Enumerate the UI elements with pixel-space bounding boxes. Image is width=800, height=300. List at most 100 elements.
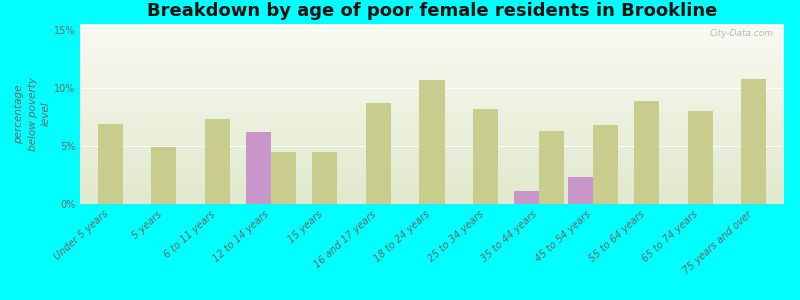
Bar [80, 74, 784, 76]
Bar [80, 82, 784, 83]
Bar [151, 147, 176, 204]
Bar [80, 28, 784, 29]
Bar [80, 186, 784, 188]
Bar [80, 100, 784, 101]
Bar [539, 131, 564, 204]
Bar [80, 58, 784, 60]
Bar [80, 143, 784, 145]
Bar [80, 202, 784, 204]
Bar [80, 119, 784, 121]
Bar [80, 62, 784, 64]
Bar [80, 94, 784, 96]
Bar [80, 55, 784, 56]
Bar [80, 136, 784, 137]
Bar [80, 125, 784, 127]
Bar [80, 38, 784, 40]
Bar [246, 132, 271, 204]
Bar [80, 123, 784, 125]
Bar [80, 157, 784, 159]
Bar [80, 51, 784, 53]
Bar [80, 134, 784, 136]
Bar [80, 26, 784, 28]
Bar [312, 152, 338, 204]
Bar [80, 112, 784, 114]
Bar [80, 101, 784, 103]
Bar [80, 197, 784, 199]
Bar [80, 35, 784, 37]
Bar [80, 145, 784, 146]
Bar [271, 152, 296, 204]
Bar [80, 161, 784, 163]
Bar [80, 56, 784, 58]
Bar [80, 76, 784, 78]
Bar [98, 124, 122, 204]
Bar [80, 96, 784, 98]
Bar [80, 47, 784, 49]
Bar [419, 80, 445, 204]
Bar [205, 119, 230, 204]
Bar [80, 172, 784, 173]
Bar [514, 191, 539, 204]
Bar [80, 40, 784, 42]
Bar [80, 150, 784, 152]
Bar [80, 29, 784, 31]
Bar [80, 155, 784, 157]
Bar [568, 177, 593, 204]
Bar [80, 105, 784, 107]
Bar [80, 146, 784, 148]
Bar [80, 175, 784, 177]
Bar [366, 103, 391, 204]
Bar [80, 199, 784, 200]
Bar [80, 195, 784, 197]
Bar [80, 71, 784, 73]
Bar [80, 85, 784, 87]
Bar [80, 164, 784, 166]
Bar [80, 168, 784, 170]
Title: Breakdown by age of poor female residents in Brookline: Breakdown by age of poor female resident… [147, 2, 717, 20]
Bar [80, 184, 784, 186]
Bar [80, 98, 784, 100]
Bar [80, 31, 784, 33]
Bar [80, 91, 784, 92]
Bar [80, 148, 784, 150]
Bar [634, 100, 659, 204]
Bar [80, 42, 784, 44]
Bar [80, 60, 784, 62]
Bar [80, 121, 784, 123]
Bar [80, 44, 784, 46]
Bar [80, 107, 784, 109]
Bar [80, 173, 784, 175]
Bar [80, 170, 784, 172]
Bar [80, 118, 784, 119]
Bar [80, 141, 784, 143]
Bar [80, 152, 784, 154]
Bar [80, 80, 784, 82]
Bar [593, 125, 618, 204]
Bar [80, 64, 784, 65]
Bar [742, 79, 766, 204]
Bar [80, 65, 784, 67]
Bar [80, 89, 784, 91]
Bar [80, 33, 784, 35]
Bar [80, 37, 784, 38]
Bar [80, 110, 784, 112]
Bar [80, 116, 784, 118]
Bar [80, 132, 784, 134]
Bar [80, 87, 784, 89]
Bar [80, 46, 784, 47]
Bar [80, 53, 784, 55]
Bar [80, 83, 784, 85]
Bar [80, 188, 784, 190]
Bar [80, 49, 784, 51]
Bar [80, 190, 784, 191]
Y-axis label: percentage
below poverty
level: percentage below poverty level [14, 77, 51, 151]
Bar [80, 177, 784, 179]
Bar [80, 200, 784, 202]
Bar [80, 193, 784, 195]
Bar [80, 130, 784, 132]
Bar [80, 191, 784, 193]
Bar [80, 127, 784, 128]
Bar [80, 137, 784, 139]
Bar [80, 159, 784, 161]
Bar [80, 181, 784, 182]
